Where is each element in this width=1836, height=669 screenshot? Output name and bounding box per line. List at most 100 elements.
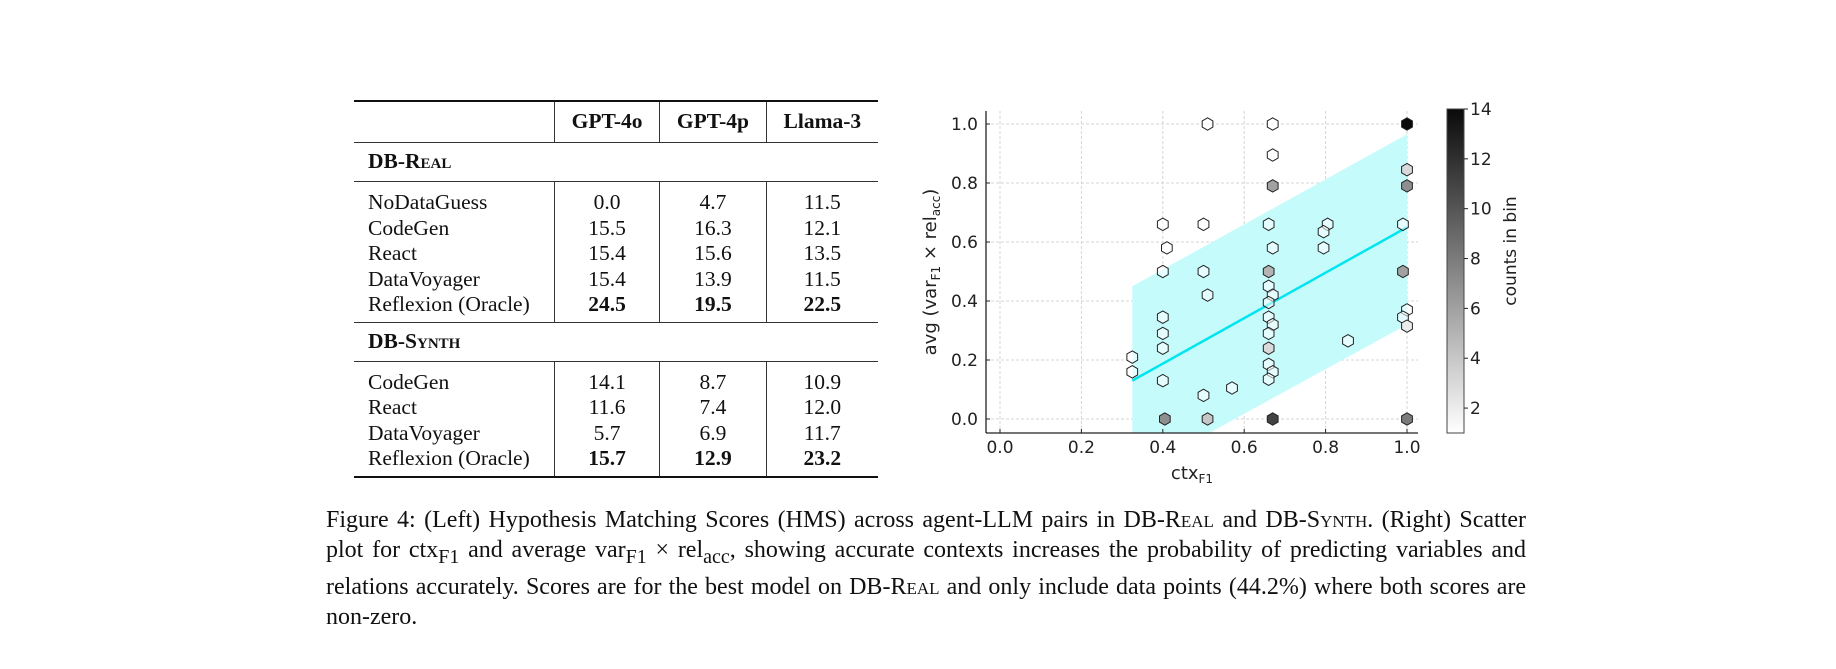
method-name: NoDataGuess xyxy=(368,190,488,214)
caption-subscript: acc xyxy=(703,545,730,568)
method-name: DataVoyager xyxy=(368,420,480,445)
score-cell: 15.5 xyxy=(553,215,660,241)
hexbin-point xyxy=(1262,372,1275,386)
caption-subscript: F1 xyxy=(438,545,460,568)
results-table-container: GPT-4o GPT-4p Llama-3 DB-Real NoDataGuess 0.0… xyxy=(354,100,878,478)
score-cell: 10.9 xyxy=(765,361,878,395)
y-tick-label: 1.0 xyxy=(951,115,978,135)
hexbin-point xyxy=(1159,412,1171,426)
score-cell: 12.9 xyxy=(659,446,767,478)
hexbin-point xyxy=(1126,350,1139,364)
score-cell: 15.4 xyxy=(553,266,660,292)
hexbin-point xyxy=(1262,295,1275,310)
table-row: NoDataGuess 0.0 4.7 11.5 xyxy=(354,181,878,216)
table-row: Reflexion (Oracle) 24.5 19.5 22.5 xyxy=(354,292,878,322)
score-cell: 23.2 xyxy=(765,446,878,478)
y-axis-label: avg (varF1 × relacc) xyxy=(920,189,943,356)
hexbin-point xyxy=(1197,217,1210,232)
score-cell: 15.6 xyxy=(659,241,767,267)
hexbin-point xyxy=(1401,162,1413,177)
caption-text: and DB- xyxy=(1213,507,1307,533)
hexbin-point xyxy=(1156,217,1169,232)
hexbin-scatter-chart: 0.0 0.2 0.4 0.6 0.8 1.0 0.0 0.2 0.4 0.6 0.8 1.0 ctxF… xyxy=(900,90,1540,495)
caption-db-real: Real xyxy=(890,573,940,600)
x-axis-label: ctxF1 xyxy=(1171,463,1213,486)
score-cell: 11.7 xyxy=(765,420,878,446)
colorbar-tick-label: 10 xyxy=(1470,200,1492,220)
hexbin-point xyxy=(1266,148,1279,162)
score-cell: 13.5 xyxy=(765,241,878,267)
caption-text: × rel xyxy=(646,537,704,563)
hexbin-point xyxy=(1156,326,1169,341)
caption-label: Figure 4: xyxy=(326,507,416,533)
score-cell: 12.0 xyxy=(765,395,878,421)
x-tick-label: 0.4 xyxy=(1149,438,1176,458)
scatter-plot-svg: 0.0 0.2 0.4 0.6 0.8 1.0 0.0 0.2 0.4 0.6 0.8 1.0 ctxF… xyxy=(920,100,1521,486)
hexbin-point xyxy=(1156,310,1169,324)
column-header: GPT-4o xyxy=(553,100,660,143)
hexbin-point xyxy=(1401,412,1413,426)
column-header: Llama-3 xyxy=(765,100,878,143)
caption-text: , showing accurate contexts increases th… xyxy=(326,537,1527,600)
colorbar-tick-label: 12 xyxy=(1470,150,1492,170)
y-tick-label: 0.6 xyxy=(951,233,978,253)
colorbar-tick-label: 2 xyxy=(1470,399,1481,419)
score-cell: 11.5 xyxy=(765,181,878,216)
hexbin-point xyxy=(1266,179,1279,193)
score-cell: 16.3 xyxy=(659,215,767,241)
score-cell: 13.9 xyxy=(659,266,767,292)
method-name: CodeGen xyxy=(368,369,450,394)
caption-text: . (Right) Scatter plot for ctx xyxy=(326,507,1527,563)
caption-text: and average var xyxy=(459,537,626,563)
score-cell: 7.4 xyxy=(659,395,767,421)
caption-db-real: Real xyxy=(1164,507,1214,533)
colorbar-tick-label: 4 xyxy=(1470,349,1481,369)
method-name: React xyxy=(368,241,417,265)
hexbin-point xyxy=(1126,365,1139,379)
method-name: React xyxy=(368,395,417,419)
score-cell: 19.5 xyxy=(659,292,767,322)
score-cell: 15.7 xyxy=(553,446,660,478)
score-cell: 14.1 xyxy=(553,361,660,395)
hexbin-point xyxy=(1266,412,1279,426)
table-row: React 11.6 7.4 12.0 xyxy=(354,395,878,421)
hms-results-table: GPT-4o GPT-4p Llama-3 DB-Real NoDataGuess 0.0… xyxy=(354,100,878,478)
section-title: DB-Synth xyxy=(354,321,878,362)
method-name: CodeGen xyxy=(368,215,450,240)
score-cell: 6.9 xyxy=(659,420,767,446)
table-row: CodeGen 15.5 16.3 12.1 xyxy=(354,215,878,241)
caption-text: and only include data points (44.2%) whe… xyxy=(326,573,1526,630)
score-cell: 0.0 xyxy=(553,181,660,216)
hexbin-point xyxy=(1156,341,1169,355)
score-cell: 4.7 xyxy=(659,181,767,216)
score-cell: 5.7 xyxy=(553,420,660,446)
table-header-row: GPT-4o GPT-4p Llama-3 xyxy=(354,100,878,143)
caption-db-synth: Synth xyxy=(1306,507,1368,533)
hexbin-point xyxy=(1401,319,1413,333)
hexbin-point xyxy=(1317,224,1330,239)
hexbin-point xyxy=(1397,217,1409,232)
hexbin-point xyxy=(1226,381,1238,395)
caption-subscript: F1 xyxy=(625,545,647,568)
y-tick-label: 0.4 xyxy=(951,292,978,312)
hexbin-point xyxy=(1156,373,1169,388)
score-cell: 15.4 xyxy=(553,241,660,267)
x-tick-label: 0.6 xyxy=(1231,438,1258,458)
method-name: DataVoyager xyxy=(368,266,480,291)
method-name: Reflexion (Oracle) xyxy=(354,446,555,478)
colorbar xyxy=(1446,108,1465,434)
hexbin-point xyxy=(1401,179,1413,193)
hexbin-point xyxy=(1201,117,1214,131)
hexbin-point xyxy=(1262,217,1275,232)
hexbin-point xyxy=(1342,334,1354,348)
hexbin-point xyxy=(1262,264,1275,279)
y-tick-label: 0.2 xyxy=(951,351,978,371)
header-empty-cell xyxy=(354,100,555,143)
score-cell: 24.5 xyxy=(553,292,660,322)
hexbin-point xyxy=(1197,264,1210,279)
x-tick-label: 1.0 xyxy=(1393,438,1420,458)
x-tick-label: 0.2 xyxy=(1068,438,1095,458)
score-cell: 11.5 xyxy=(765,266,878,292)
x-tick-label: 0.0 xyxy=(986,438,1013,458)
method-name: Reflexion (Oracle) xyxy=(368,292,530,316)
